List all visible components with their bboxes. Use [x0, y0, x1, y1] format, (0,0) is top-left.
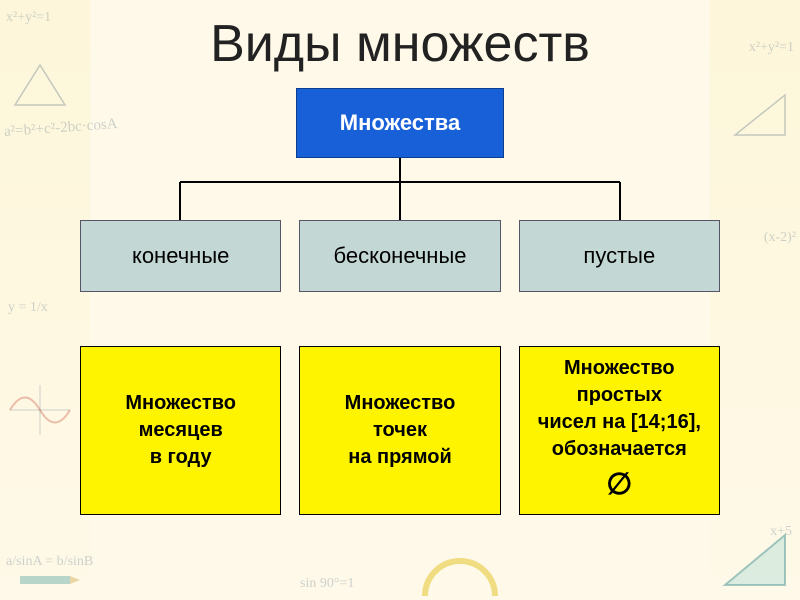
example-line: обозначается — [552, 436, 687, 463]
example-line: Множество — [345, 390, 456, 417]
example-line: в году — [150, 444, 212, 471]
example-row: Множество месяцев в году Множество точек… — [80, 346, 720, 515]
slide-title: Виды множеств — [0, 0, 800, 74]
example-node-finite: Множество месяцев в году — [80, 346, 281, 515]
example-line: простых — [577, 382, 662, 409]
category-node-infinite: бесконечные — [299, 220, 500, 292]
example-line: Множество — [564, 355, 675, 382]
category-label: конечные — [132, 243, 229, 269]
example-line: чисел на [14;16], — [538, 409, 701, 436]
category-node-finite: конечные — [80, 220, 281, 292]
example-line: Множество — [125, 390, 236, 417]
root-node-label: Множества — [340, 110, 461, 136]
category-node-empty: пустые — [519, 220, 720, 292]
category-row: конечные бесконечные пустые — [80, 220, 720, 292]
example-line: точек — [373, 417, 427, 444]
root-node: Множества — [296, 88, 504, 158]
example-node-empty: Множество простых чисел на [14;16], обоз… — [519, 346, 720, 515]
empty-set-symbol: ∅ — [606, 465, 632, 506]
category-label: бесконечные — [333, 243, 466, 269]
example-line: месяцев — [139, 417, 223, 444]
category-label: пустые — [583, 243, 655, 269]
example-line: на прямой — [348, 444, 452, 471]
connector-lines — [80, 158, 720, 220]
example-node-infinite: Множество точек на прямой — [299, 346, 500, 515]
slide-content: Виды множеств Множества конечные бесконе… — [0, 0, 800, 600]
